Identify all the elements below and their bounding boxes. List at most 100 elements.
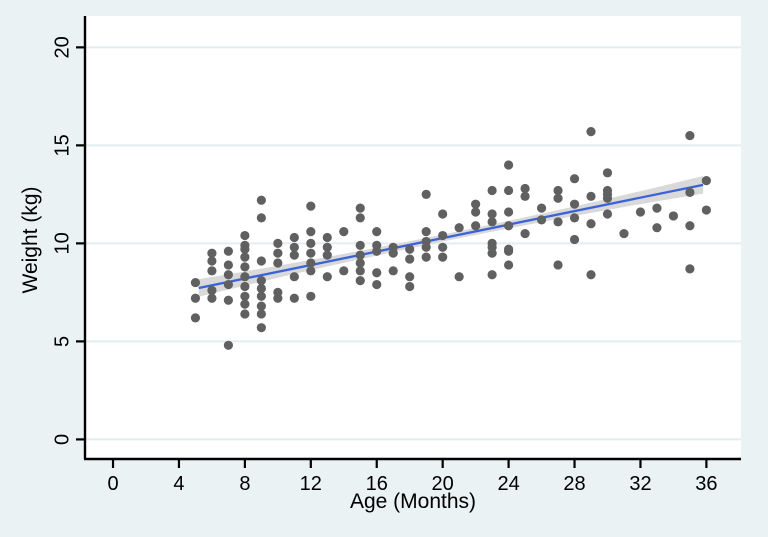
x-tick-label: 20	[432, 473, 454, 495]
scatter-point	[190, 293, 201, 303]
scatter-point	[240, 272, 250, 282]
y-tick-label: 15	[51, 134, 73, 156]
scatter-point	[586, 219, 596, 229]
scatter-point	[207, 293, 217, 303]
y-tick-label: 0	[51, 434, 73, 445]
scatter-point	[471, 207, 481, 217]
scatter-point	[289, 293, 299, 303]
scatter-point	[487, 209, 497, 219]
scatter-point	[503, 160, 514, 170]
scatter-point	[289, 242, 299, 252]
scatter-point	[306, 201, 316, 211]
scatter-point	[223, 246, 233, 256]
scatter-point	[355, 266, 365, 276]
scatter-point	[339, 266, 349, 276]
scatter-point	[652, 203, 662, 213]
scatter-point	[421, 242, 431, 252]
scatter-point	[438, 252, 448, 262]
scatter-point	[240, 262, 250, 272]
x-tick-label: 4	[173, 473, 184, 495]
scatter-point	[306, 238, 316, 248]
scatter-point	[405, 272, 415, 282]
scatter-point	[503, 185, 514, 196]
scatter-point	[289, 272, 299, 282]
scatter-point	[586, 127, 596, 137]
scatter-point	[273, 248, 283, 258]
scatter-point	[256, 309, 266, 319]
scatter-point	[586, 270, 596, 280]
scatter-point	[685, 264, 695, 274]
scatter-point	[553, 217, 563, 227]
scatter-point	[405, 244, 415, 254]
scatter-point	[223, 270, 233, 280]
scatter-point	[454, 223, 464, 233]
scatter-point	[685, 221, 695, 231]
x-tick-label: 36	[695, 473, 717, 495]
scatter-point	[223, 260, 233, 270]
x-tick-label: 16	[366, 473, 388, 495]
scatter-point	[240, 244, 250, 254]
scatter-point	[388, 248, 398, 258]
y-tick-label: 10	[51, 232, 73, 254]
scatter-point	[503, 207, 514, 217]
y-axis-title: Weight (kg)	[19, 187, 42, 294]
x-tick-label: 12	[300, 473, 322, 495]
scatter-point	[207, 248, 217, 258]
scatter-point	[355, 203, 365, 213]
scatter-point	[289, 250, 299, 260]
scatter-point	[256, 291, 266, 301]
scatter-point	[240, 252, 250, 262]
scatter-point	[355, 240, 365, 250]
scatter-point	[685, 130, 695, 141]
scatter-point	[322, 272, 332, 282]
fit-line	[198, 183, 704, 290]
scatter-point	[256, 301, 266, 311]
scatter-point	[602, 193, 613, 203]
scatter-points	[190, 127, 711, 350]
scatter-point	[190, 313, 201, 323]
scatter-point	[685, 187, 695, 198]
scatter-point	[388, 266, 398, 276]
scatter-point	[635, 207, 646, 217]
y-tick-label: 5	[51, 336, 73, 347]
scatter-point	[190, 277, 201, 288]
scatter-point	[520, 183, 530, 194]
scatter-point	[471, 199, 481, 209]
scatter-point	[602, 209, 613, 219]
x-tick-label: 8	[239, 473, 250, 495]
scatter-point	[569, 199, 580, 209]
scatter-point	[256, 276, 266, 286]
scatter-point	[487, 270, 497, 280]
scatter-point	[421, 227, 431, 237]
scatter-point	[536, 203, 547, 213]
scatter-point	[306, 266, 316, 276]
scatter-point	[289, 232, 299, 243]
scatter-point	[355, 250, 365, 260]
scatter-point	[207, 256, 217, 266]
scatter-point	[223, 279, 233, 290]
regression-line	[198, 183, 704, 290]
scatter-point	[668, 211, 679, 221]
scatter-point	[569, 174, 580, 184]
scatter-point	[355, 213, 365, 223]
plot-area	[85, 16, 741, 459]
scatter-point	[256, 195, 266, 205]
scatter-point	[586, 191, 596, 201]
scatter-point	[520, 228, 530, 239]
scatter-point	[553, 185, 563, 196]
scatter-point	[372, 227, 382, 237]
scatter-point	[487, 185, 497, 196]
x-tick-label: 0	[107, 473, 118, 495]
scatter-point	[487, 217, 497, 227]
scatter-point	[619, 228, 629, 239]
scatter-point	[503, 246, 514, 256]
tick-labels: 0 4 8 12 16 20 24 28 32 36 0 5 10 15 20	[51, 36, 717, 495]
scatter-point	[421, 252, 431, 262]
scatter-point	[240, 230, 250, 241]
scatter-point	[306, 291, 316, 301]
x-tick-label: 24	[497, 473, 519, 495]
scatter-point	[355, 276, 365, 286]
scatter-point	[322, 250, 332, 260]
scatter-point	[569, 234, 580, 245]
